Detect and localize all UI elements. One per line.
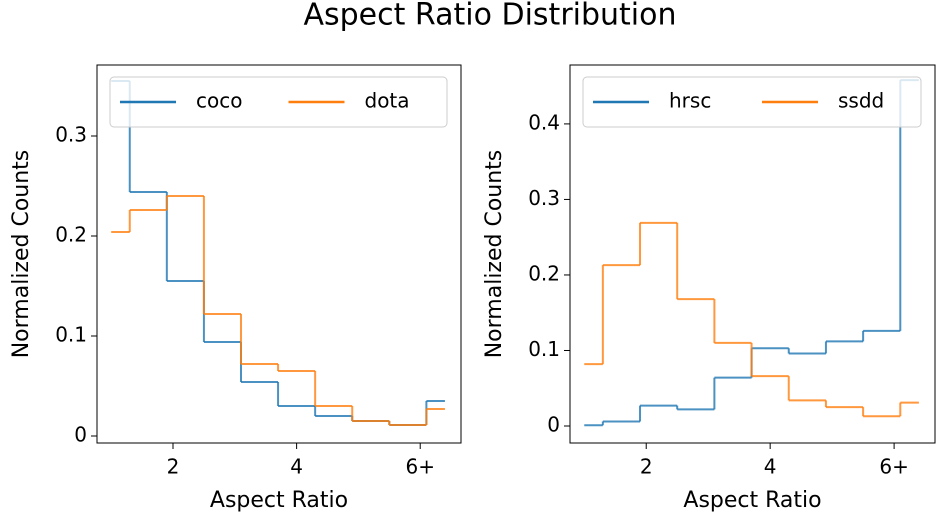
legend-label: hrsc (669, 89, 711, 113)
y-tick-label: 0 (547, 413, 560, 437)
x-axis-label: Aspect Ratio (210, 488, 348, 513)
x-tick-label: 6+ (879, 455, 908, 479)
legend-box (582, 76, 922, 128)
y-axis-label: Normalized Counts (9, 150, 34, 359)
x-tick-label: 2 (167, 455, 180, 479)
legend-box (109, 76, 448, 128)
axes-frame (569, 64, 936, 444)
x-tick-label: 6+ (405, 455, 434, 479)
x-tick-label: 4 (290, 455, 303, 479)
x-axis-label: Aspect Ratio (683, 488, 821, 513)
legend-label: coco (196, 89, 242, 113)
x-tick-label: 2 (640, 455, 653, 479)
y-tick-label: 0.3 (55, 123, 87, 147)
y-axis-label: Normalized Counts (482, 150, 507, 359)
y-tick-label: 0.4 (528, 110, 560, 134)
legend-label: dota (365, 89, 410, 113)
axes-frame (96, 64, 462, 444)
y-tick-label: 0.2 (55, 223, 87, 247)
subplot: 0 0.1 0.2 0.3 0.4 2 4 6+ Aspect Ratio Normalized … (482, 64, 936, 513)
legend-label: ssdd (838, 89, 884, 113)
y-tick-label: 0.1 (55, 323, 87, 347)
y-tick-label: 0 (74, 423, 87, 447)
y-tick-label: 0.1 (528, 337, 560, 361)
y-tick-label: 0.2 (528, 261, 560, 285)
x-tick-label: 4 (764, 455, 777, 479)
figure-title: Aspect Ratio Distribution (303, 0, 676, 33)
subplot: 0 0.1 0.2 0.3 2 4 6+ Aspect Ratio Normalized Cou… (9, 64, 462, 513)
y-tick-label: 0.3 (528, 186, 560, 210)
